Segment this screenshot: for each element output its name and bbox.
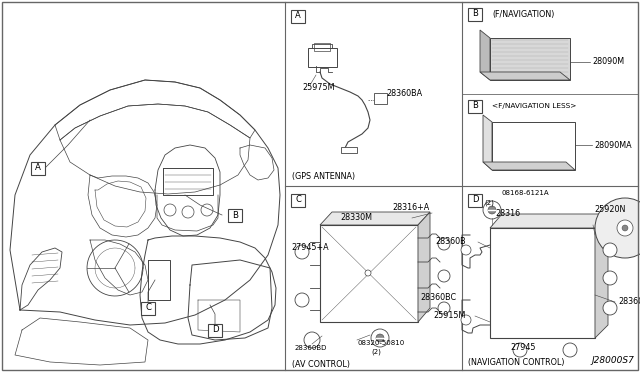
Circle shape xyxy=(617,220,633,236)
Circle shape xyxy=(295,293,309,307)
Text: 28360B: 28360B xyxy=(435,237,466,247)
Text: 25915M: 25915M xyxy=(434,311,466,321)
FancyBboxPatch shape xyxy=(228,208,242,221)
FancyBboxPatch shape xyxy=(208,324,222,337)
Circle shape xyxy=(182,206,194,218)
Text: (NAVIGATION CONTROL): (NAVIGATION CONTROL) xyxy=(468,357,564,366)
Text: <F/NAVIGATION LESS>: <F/NAVIGATION LESS> xyxy=(492,103,577,109)
Text: C: C xyxy=(295,196,301,205)
Circle shape xyxy=(461,315,471,325)
Polygon shape xyxy=(480,30,490,80)
Polygon shape xyxy=(492,122,575,170)
Text: 28360BD: 28360BD xyxy=(295,345,328,351)
Text: B: B xyxy=(472,102,478,110)
Polygon shape xyxy=(483,162,575,170)
Text: 28360BA: 28360BA xyxy=(386,89,422,97)
Text: B: B xyxy=(232,211,238,219)
Text: 27945+A: 27945+A xyxy=(291,244,328,253)
Circle shape xyxy=(603,301,617,315)
Bar xyxy=(314,43,330,51)
FancyBboxPatch shape xyxy=(340,147,357,153)
Polygon shape xyxy=(490,214,608,228)
Text: 28090MA: 28090MA xyxy=(594,141,632,150)
Circle shape xyxy=(371,329,389,347)
Circle shape xyxy=(438,238,450,250)
Circle shape xyxy=(563,343,577,357)
Polygon shape xyxy=(320,225,418,322)
Text: 28316: 28316 xyxy=(495,209,520,218)
Polygon shape xyxy=(320,212,430,225)
Text: C: C xyxy=(145,304,151,312)
Polygon shape xyxy=(148,260,170,300)
Circle shape xyxy=(513,343,527,357)
FancyBboxPatch shape xyxy=(468,99,482,112)
FancyBboxPatch shape xyxy=(468,193,482,206)
FancyBboxPatch shape xyxy=(468,7,482,20)
Circle shape xyxy=(603,243,617,257)
Polygon shape xyxy=(480,72,570,80)
FancyBboxPatch shape xyxy=(374,93,387,103)
Text: A: A xyxy=(35,164,41,173)
FancyBboxPatch shape xyxy=(307,48,337,67)
Circle shape xyxy=(595,198,640,258)
Polygon shape xyxy=(418,212,430,322)
Circle shape xyxy=(622,225,628,231)
Text: (AV CONTROL): (AV CONTROL) xyxy=(292,359,350,369)
Polygon shape xyxy=(490,228,595,338)
Circle shape xyxy=(295,245,309,259)
Circle shape xyxy=(365,270,371,276)
Circle shape xyxy=(483,201,501,219)
Polygon shape xyxy=(490,38,570,80)
Circle shape xyxy=(438,270,450,282)
Text: A: A xyxy=(295,12,301,20)
Text: 08168-6121A: 08168-6121A xyxy=(502,190,550,196)
Text: (2): (2) xyxy=(371,349,381,355)
Text: 28330M: 28330M xyxy=(340,214,372,222)
Text: B: B xyxy=(472,10,478,19)
Text: 08320-50810: 08320-50810 xyxy=(358,340,405,346)
Text: 25975M: 25975M xyxy=(302,83,335,93)
Circle shape xyxy=(376,334,384,342)
FancyBboxPatch shape xyxy=(31,161,45,174)
Text: 28360BC: 28360BC xyxy=(420,294,456,302)
Text: 28090M: 28090M xyxy=(592,58,624,67)
Circle shape xyxy=(438,302,450,314)
Text: 27945: 27945 xyxy=(510,343,536,353)
Text: D: D xyxy=(212,326,218,334)
Text: 25920N: 25920N xyxy=(594,205,625,215)
Text: D: D xyxy=(472,196,478,205)
Polygon shape xyxy=(483,115,492,170)
FancyBboxPatch shape xyxy=(291,10,305,22)
Text: (2): (2) xyxy=(484,200,494,206)
FancyBboxPatch shape xyxy=(141,301,155,314)
Circle shape xyxy=(488,206,496,214)
Polygon shape xyxy=(595,214,608,338)
Text: (GPS ANTENNA): (GPS ANTENNA) xyxy=(292,173,355,182)
Text: J28000S7: J28000S7 xyxy=(591,356,634,365)
Circle shape xyxy=(201,204,213,216)
Circle shape xyxy=(461,245,471,255)
FancyBboxPatch shape xyxy=(291,193,305,206)
Text: 28360B: 28360B xyxy=(618,298,640,307)
Circle shape xyxy=(304,332,320,348)
Text: 28316+A: 28316+A xyxy=(392,202,429,212)
Circle shape xyxy=(603,271,617,285)
Circle shape xyxy=(164,204,176,216)
Text: (F/NAVIGATION): (F/NAVIGATION) xyxy=(492,10,554,19)
